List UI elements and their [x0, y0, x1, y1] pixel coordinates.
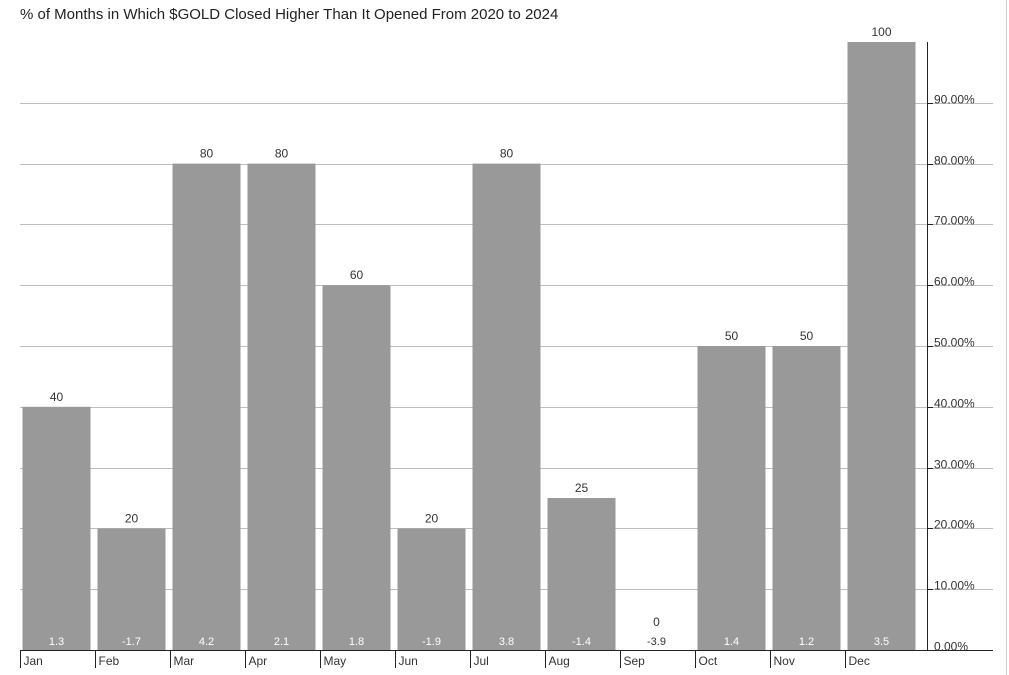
bar-inner-label: 2.1	[274, 636, 289, 648]
bar-value-label: 100	[871, 25, 891, 39]
bar-value-label: 20	[125, 511, 139, 525]
bar	[322, 285, 391, 650]
chart-title: % of Months in Which $GOLD Closed Higher…	[20, 6, 558, 23]
bar-inner-label: -1.9	[422, 636, 441, 648]
x-tick-label: Jan	[24, 654, 43, 668]
labels: 0.00% 10.00% 20.00% 30.00% 40.00% 50.00% 60.00…	[24, 25, 976, 668]
bar-inner-label: 1.4	[724, 636, 739, 648]
bar	[772, 346, 841, 650]
y-tick-label: 80.00%	[934, 154, 975, 168]
axes	[20, 0, 1007, 675]
bar	[172, 163, 241, 650]
x-tick-label: May	[324, 654, 347, 668]
x-tick-label: Jul	[474, 654, 489, 668]
bar-value-label: 80	[500, 147, 514, 161]
bar-value-label: 80	[200, 147, 214, 161]
bar-inner-label: 3.5	[874, 636, 889, 648]
bar-inner-label: 1.8	[349, 636, 364, 648]
x-tick-label: Mar	[174, 654, 195, 668]
x-tick-label: Aug	[549, 654, 570, 668]
bar-inner-label: 1.3	[49, 636, 64, 648]
x-tick-label: Apr	[249, 654, 268, 668]
bar-inner-label: 4.2	[199, 636, 214, 648]
bar-inner-label: -1.4	[572, 636, 591, 648]
bar-value-label: 80	[275, 147, 289, 161]
bar-value-label: 0	[653, 615, 660, 629]
y-tick-label: 10.00%	[934, 579, 975, 593]
bar-inner-label: 3.8	[499, 636, 514, 648]
bar	[247, 163, 316, 650]
bar	[97, 528, 166, 650]
y-tick-label: 0.00%	[934, 640, 968, 654]
bar	[22, 406, 91, 650]
bar	[397, 528, 466, 650]
bar-value-label: 50	[800, 329, 814, 343]
bar-value-label: 50	[725, 329, 739, 343]
bar-value-label: 40	[50, 390, 64, 404]
bar	[847, 42, 916, 650]
y-tick-label: 50.00%	[934, 336, 975, 350]
bar-inner-label: -3.9	[647, 636, 666, 648]
x-tick-label: Dec	[849, 654, 870, 668]
bar-value-label: 20	[425, 511, 439, 525]
y-tick-label: 40.00%	[934, 397, 975, 411]
bars	[22, 42, 916, 650]
bar-inner-label: 1.2	[799, 636, 814, 648]
bar-value-label: 25	[575, 481, 589, 495]
y-tick-label: 70.00%	[934, 214, 975, 228]
x-tick-label: Sep	[624, 654, 646, 668]
x-tick-label: Jun	[399, 654, 418, 668]
x-tick-label: Nov	[774, 654, 795, 668]
y-tick-label: 30.00%	[934, 458, 975, 472]
bar-inner-label: -1.7	[122, 636, 141, 648]
bar	[472, 163, 541, 650]
bar-value-label: 60	[350, 268, 364, 282]
y-tick-label: 90.00%	[934, 93, 975, 107]
x-tick-label: Feb	[99, 654, 120, 668]
y-tick-label: 60.00%	[934, 275, 975, 289]
y-tick-label: 20.00%	[934, 518, 975, 532]
bar	[697, 346, 766, 650]
x-tick-label: Oct	[699, 654, 718, 668]
bar	[547, 498, 616, 650]
